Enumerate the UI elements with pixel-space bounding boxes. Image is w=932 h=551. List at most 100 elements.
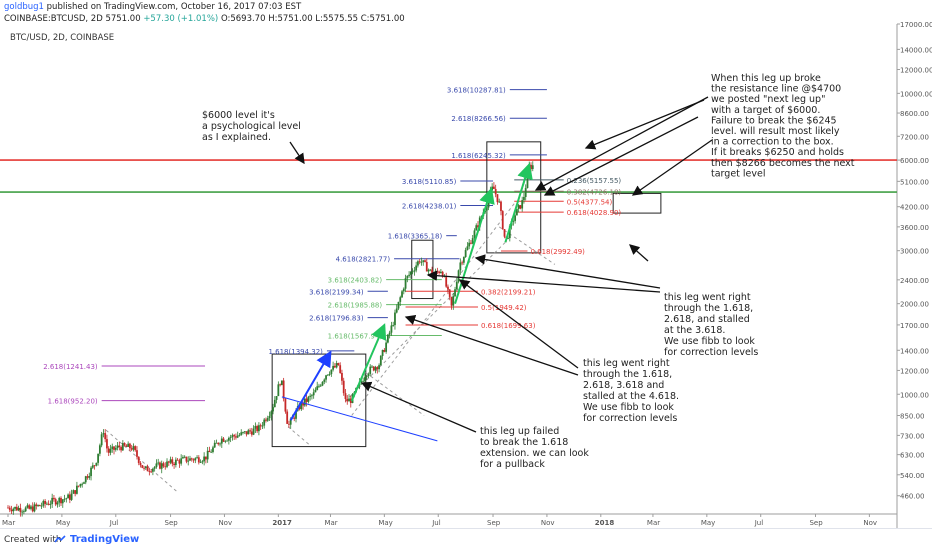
leg-up-arrow-green: [454, 187, 495, 304]
candle-body: [312, 392, 315, 396]
candle-body: [364, 377, 366, 381]
author-link[interactable]: goldbug1: [4, 2, 44, 12]
candle-body: [450, 296, 453, 306]
candle-body: [114, 448, 117, 450]
time-tick-label: Sep: [809, 519, 823, 527]
fib-level-label: 0.618(4028.90): [567, 209, 622, 217]
candle-body: [72, 490, 75, 494]
candle-body: [409, 271, 412, 275]
candle-body: [139, 462, 142, 466]
candle-body: [381, 349, 384, 356]
candle-body: [321, 381, 324, 386]
candle-body: [167, 461, 170, 463]
candle-body: [438, 271, 441, 274]
candle-body: [427, 269, 430, 272]
candle-body: [337, 363, 340, 366]
candle-body: [63, 498, 66, 500]
candle-body: [404, 278, 407, 289]
candle-body: [418, 261, 421, 263]
annotation-arrow: [543, 116, 699, 196]
candle-body: [196, 457, 198, 459]
price-tick-label: 1400.00: [900, 347, 929, 355]
candle-body: [411, 271, 414, 273]
candle-body: [494, 188, 497, 195]
candle-body: [325, 375, 327, 380]
annotation-arrow: [360, 381, 477, 433]
candle-body: [229, 437, 232, 438]
candle-body: [210, 451, 213, 453]
candle-body: [160, 463, 163, 469]
candle-body: [49, 503, 52, 505]
candle-body: [56, 502, 59, 505]
annotation-arrow: [289, 141, 305, 165]
candle-body: [263, 419, 266, 426]
candle-body: [500, 201, 502, 212]
candle-body: [272, 407, 274, 412]
candle-body: [51, 497, 54, 504]
candle-body: [151, 468, 154, 472]
candle-body: [477, 225, 479, 228]
candle-body: [212, 447, 214, 452]
candle-body: [203, 456, 206, 462]
candle-body: [15, 506, 18, 511]
candle-body: [339, 365, 342, 373]
candle-body: [242, 432, 244, 433]
annotation-line: with a target of $6000.: [711, 105, 820, 116]
candle-body: [344, 393, 347, 399]
dashed-trend-line: [498, 226, 556, 265]
tradingview-brand[interactable]: TradingView: [70, 534, 140, 545]
candle-body: [130, 448, 133, 450]
candle-body: [445, 276, 448, 287]
dashed-trend-line: [287, 426, 310, 446]
candle-body: [436, 270, 439, 272]
candle-body: [521, 200, 524, 209]
candle-body: [273, 399, 276, 408]
candle-body: [342, 380, 345, 394]
candle-body: [162, 463, 165, 467]
candle-body: [213, 442, 216, 448]
candle-body: [408, 274, 410, 276]
candle-body: [129, 443, 131, 449]
candle-body: [515, 208, 518, 216]
candle-body: [523, 196, 525, 201]
candle-body: [171, 459, 174, 464]
published-text: published on TradingView.com, October 16…: [46, 2, 302, 12]
price-tick-label: 540.00: [900, 472, 925, 480]
candle-body: [289, 418, 292, 425]
chart-symbol-label: BTC/USD, 2D, COINBASE: [10, 33, 114, 43]
candle-body: [401, 291, 403, 298]
fib-level-label: 0.5(4377.54): [567, 198, 613, 206]
candle-body: [45, 503, 48, 505]
candle-body: [485, 207, 488, 211]
candle-body: [224, 440, 227, 442]
candle-body: [123, 443, 126, 446]
candle-body: [452, 296, 455, 306]
candle-body: [226, 440, 228, 442]
price-tick-label: 5100.00: [900, 178, 929, 186]
candle-body: [309, 395, 312, 397]
candle-body: [67, 494, 69, 499]
candle-body: [144, 466, 147, 469]
candle-body: [190, 458, 193, 460]
candle-body: [346, 398, 349, 402]
time-tick-label: May: [378, 519, 392, 527]
candlestick-chart[interactable]: BTC/USD, 2D, COINBASE 17000.00 14000.00 120…: [0, 0, 932, 528]
candle-body: [219, 443, 221, 445]
price-tick-label: 1700.00: [900, 322, 929, 330]
candle-body: [44, 500, 47, 504]
candle-body: [58, 497, 61, 503]
candle-body: [508, 225, 511, 239]
annotation-line: level. will result most likely: [711, 126, 840, 137]
annotation-line: as I explained.: [202, 132, 271, 143]
annotation-line: this leg went right: [664, 292, 751, 303]
annotation-line: the resistance line @$4700: [711, 84, 841, 95]
candle-body: [335, 363, 338, 368]
candle-body: [332, 365, 335, 370]
candle-body: [208, 450, 211, 453]
candle-body: [91, 465, 94, 468]
candle-body: [76, 485, 78, 494]
candle-body: [383, 349, 386, 352]
candle-body: [155, 463, 158, 468]
candle-body: [386, 334, 389, 343]
